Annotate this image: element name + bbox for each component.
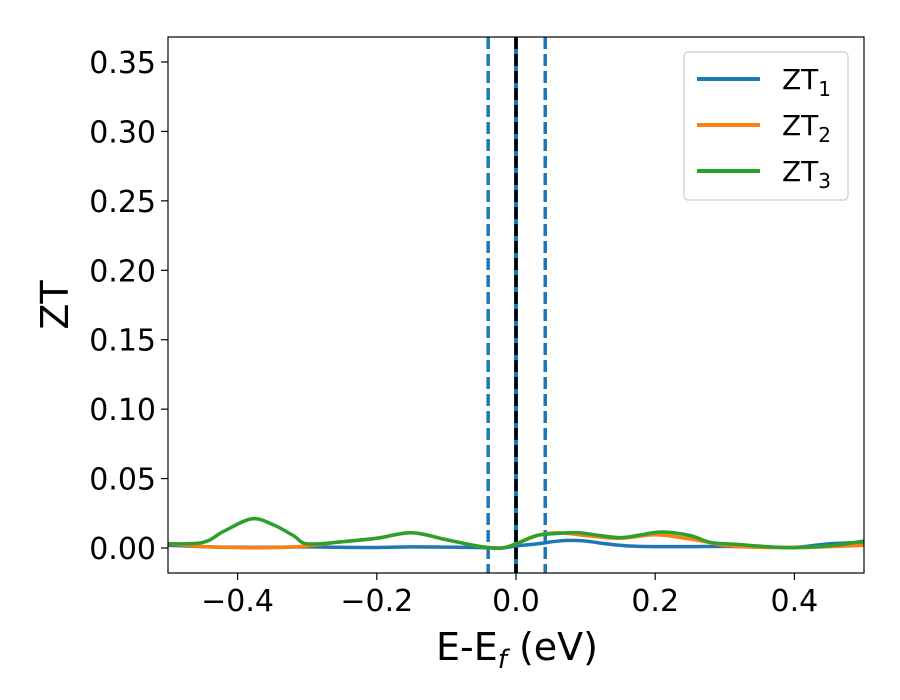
series-line-zt3 [168,516,864,550]
x-axis-title-main: E-E [436,625,498,669]
x-axis-title-unit: (eV) [507,625,598,669]
y-tick-label: 0.35 [89,46,156,81]
x-tick-label: −0.2 [340,584,413,619]
x-tick-label: 0.2 [631,584,679,619]
legend: ZT1 ZT2 ZT3 [683,51,849,201]
y-tick-label: 0.15 [89,324,156,359]
legend-label-zt2: ZT2 [782,109,831,147]
y-tick-label: 0.25 [89,185,156,220]
x-axis-title: E-Ef (eV) [436,625,598,675]
x-tick-label: 0.0 [492,584,540,619]
legend-box [683,51,849,201]
y-tick-label: 0.10 [89,393,156,428]
y-axis-title: ZT [33,280,77,330]
x-tick-label: −0.4 [201,584,274,619]
y-tick-label: 0.05 [89,463,156,498]
legend-label-zt3: ZT3 [782,155,831,193]
y-tick-label: 0.30 [89,115,156,150]
y-tick-label: 0.20 [89,254,156,289]
x-tick-label: 0.4 [771,584,819,619]
legend-label-zt1: ZT1 [782,63,831,101]
y-tick-label: 0.00 [89,532,156,567]
